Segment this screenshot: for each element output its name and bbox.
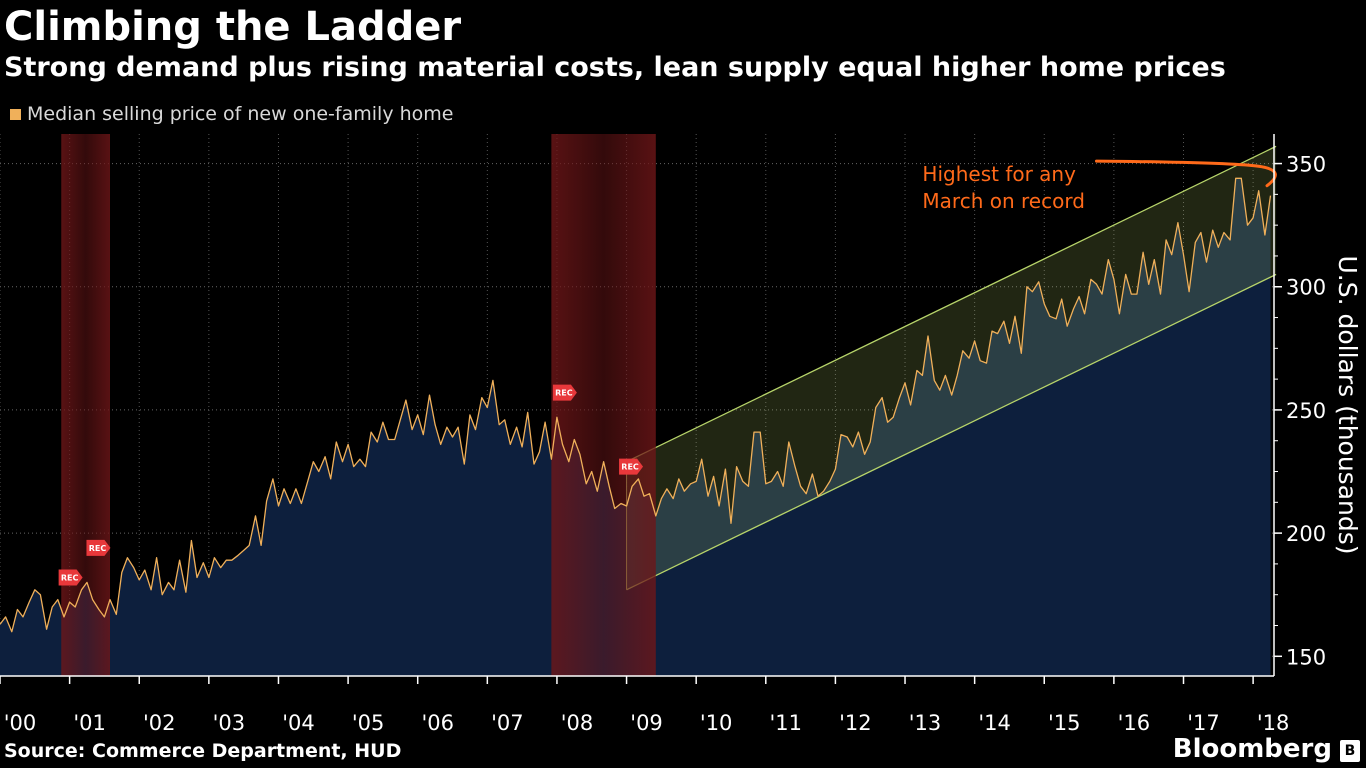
recession-marker: REC [58,569,83,586]
chart-title: Climbing the Ladder [4,4,462,50]
legend-label: Median selling price of new one-family h… [27,103,454,125]
y-axis-label: U.S. dollars (thousands) [1333,255,1362,554]
y-tick-label: 250 [1286,399,1326,423]
y-tick-label: 200 [1286,522,1326,546]
x-tick-label: '02 [143,711,176,735]
recession-band [551,134,656,676]
y-tick-label: 300 [1286,276,1326,300]
legend-swatch [10,108,21,120]
recession-marker: REC [86,539,111,556]
x-tick-label: '18 [1257,711,1290,735]
chart-subtitle: Strong demand plus rising material costs… [4,52,1226,83]
x-tick-label: '16 [1118,711,1151,735]
x-tick-label: '04 [282,711,315,735]
trend-channel-upper [626,145,1277,463]
x-tick-label: '08 [561,711,594,735]
annotation-text: March on record [922,189,1084,213]
rec-badge [552,384,577,401]
rec-badge [86,539,111,556]
x-tick-label: '11 [770,711,803,735]
series-line [0,177,1272,633]
series-area [0,178,1271,677]
y-tick-label: 350 [1286,153,1326,177]
x-tick-label: '13 [909,711,942,735]
legend: Median selling price of new one-family h… [10,103,453,125]
x-tick-label: '07 [491,711,524,735]
x-tick-label: '06 [421,711,454,735]
rec-badge [58,569,83,586]
trend-channel-lower [626,273,1277,591]
rec-badge-label: REC [555,389,573,398]
annotation-arrow [1094,159,1277,188]
x-tick-label: '17 [1187,711,1220,735]
y-tick-label: 150 [1286,645,1326,669]
x-tick-label: '00 [4,711,37,735]
source-note: Source: Commerce Department, HUD [4,740,402,762]
rec-badge-label: REC [621,463,639,472]
recession-marker: REC [619,458,644,475]
x-tick-label: '14 [978,711,1011,735]
x-tick-label: '15 [1048,711,1081,735]
x-tick-label: '09 [630,711,663,735]
bloomberg-icon: B [1340,740,1360,762]
rec-badge-label: REC [89,544,107,553]
brand-logo: Bloomberg [1172,734,1332,764]
annotation-text: Highest for any [922,162,1076,186]
trend-channel-fill [626,146,1277,590]
x-tick-label: '03 [213,711,246,735]
x-tick-label: '05 [352,711,385,735]
rec-badge [619,458,644,475]
x-tick-label: '12 [839,711,872,735]
x-tick-label: '01 [73,711,106,735]
x-tick-label: '10 [700,711,733,735]
rec-badge-label: REC [61,573,79,582]
recession-marker: REC [552,384,577,401]
recession-band [61,134,110,676]
